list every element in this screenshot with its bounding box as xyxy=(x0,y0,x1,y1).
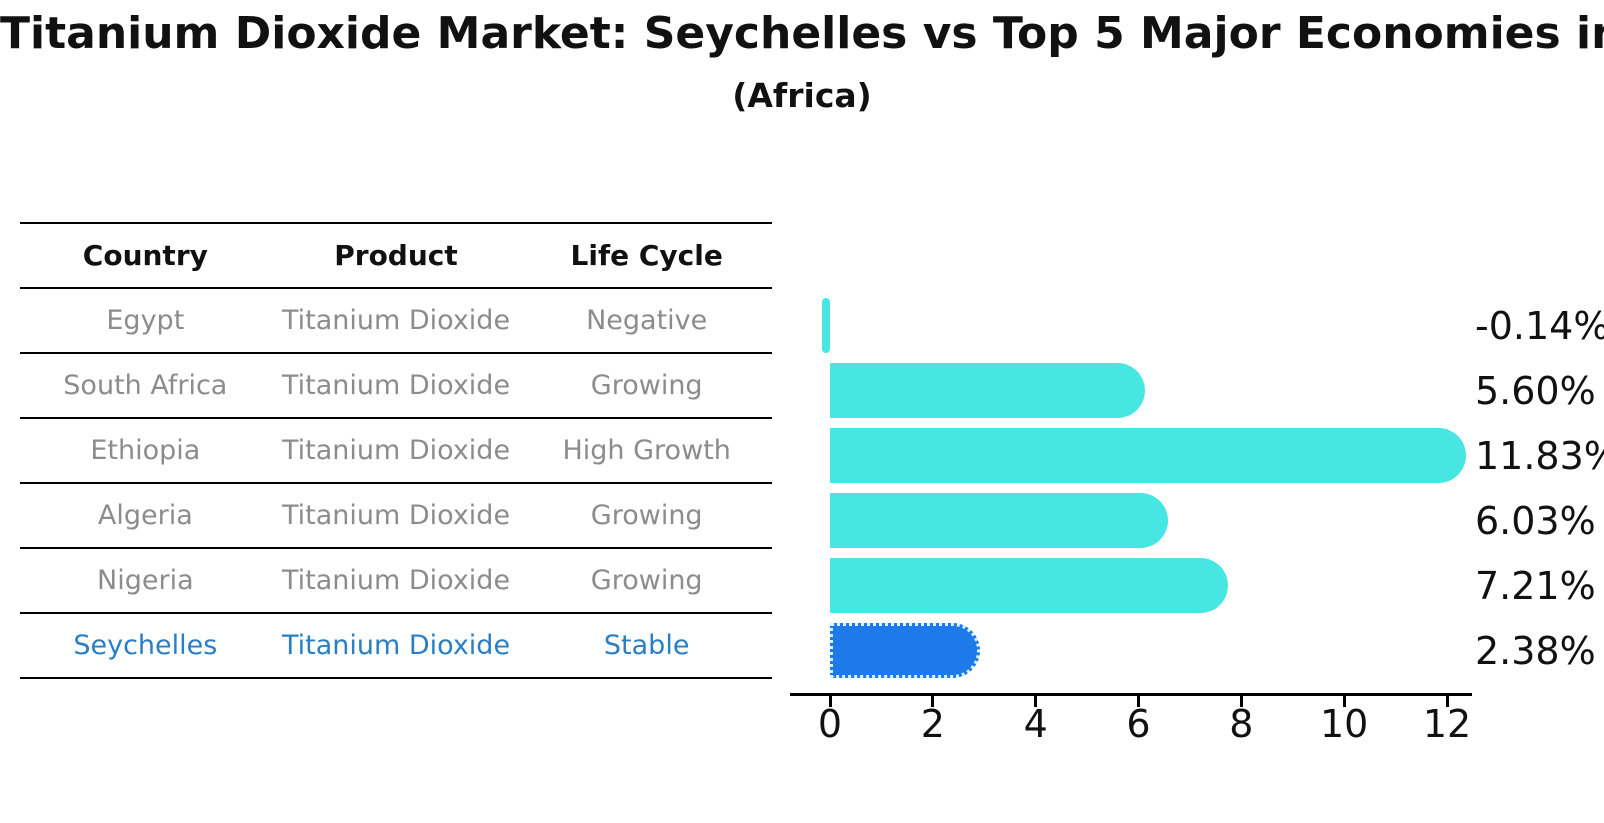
table-header-country: Country xyxy=(82,239,208,272)
cell-country: Nigeria xyxy=(97,565,194,596)
bar-south-africa xyxy=(830,363,1146,418)
value-label-south-africa: 5.60% xyxy=(1475,368,1596,413)
table-row-egypt: Egypt Titanium Dioxide Negative xyxy=(20,289,772,354)
value-label-egypt: -0.14% xyxy=(1475,303,1604,348)
table-row-seychelles: Seychelles Titanium Dioxide Stable xyxy=(20,614,772,679)
x-tick-4 xyxy=(1034,696,1038,707)
value-label-seychelles: 2.38% xyxy=(1475,628,1596,673)
x-tick-label-2: 2 xyxy=(920,702,945,746)
x-tick-label-6: 6 xyxy=(1126,702,1151,746)
cell-product: Titanium Dioxide xyxy=(281,305,511,336)
cell-country: South Africa xyxy=(63,370,228,401)
value-label-algeria: 6.03% xyxy=(1475,498,1596,543)
x-tick-2 xyxy=(931,696,935,707)
x-tick-label-8: 8 xyxy=(1229,702,1254,746)
cell-product: Titanium Dioxide xyxy=(281,630,511,661)
bar-seychelles xyxy=(830,623,980,678)
table-row-ethiopia: Ethiopia Titanium Dioxide High Growth xyxy=(20,419,772,484)
cell-lifecycle: Growing xyxy=(590,370,703,401)
cell-lifecycle: High Growth xyxy=(562,435,731,466)
table-header-lifecycle: Life Cycle xyxy=(570,239,723,272)
x-tick-12 xyxy=(1445,696,1449,707)
x-tick-6 xyxy=(1137,696,1141,707)
cell-country: Egypt xyxy=(106,305,185,336)
x-tick-label-12: 12 xyxy=(1422,702,1472,746)
cell-country: Seychelles xyxy=(73,630,218,661)
cell-country: Algeria xyxy=(97,500,193,531)
comparison-table: Country Product Life Cycle Egypt Titanium… xyxy=(20,222,772,679)
x-tick-10 xyxy=(1342,696,1346,707)
x-tick-0 xyxy=(828,696,832,707)
cell-lifecycle: Growing xyxy=(590,500,703,531)
cell-product: Titanium Dioxide xyxy=(281,435,511,466)
x-tick-label-4: 4 xyxy=(1023,702,1048,746)
page-subtitle: (Africa) xyxy=(732,76,872,115)
page-title: Titanium Dioxide Market: Seychelles vs T… xyxy=(0,8,1604,59)
cell-lifecycle: Stable xyxy=(603,630,690,661)
table-row-algeria: Algeria Titanium Dioxide Growing xyxy=(20,484,772,549)
value-label-nigeria: 7.21% xyxy=(1475,563,1596,608)
x-tick-8 xyxy=(1239,696,1243,707)
cell-lifecycle: Negative xyxy=(586,305,708,336)
table-header-product: Product xyxy=(334,239,458,272)
value-label-ethiopia: 11.83% xyxy=(1475,433,1604,478)
cell-product: Titanium Dioxide xyxy=(281,500,511,531)
x-tick-label-0: 0 xyxy=(817,702,843,746)
cell-lifecycle: Growing xyxy=(590,565,703,596)
bar-algeria xyxy=(830,493,1168,548)
bar-ethiopia xyxy=(830,428,1466,483)
table-body: Egypt Titanium Dioxide Negative South Afric… xyxy=(20,289,772,679)
cell-product: Titanium Dioxide xyxy=(281,565,511,596)
table-row-nigeria: Nigeria Titanium Dioxide Growing xyxy=(20,549,772,614)
table-header-row: Country Product Life Cycle xyxy=(20,224,772,289)
bar-nigeria xyxy=(830,558,1229,613)
table-row-south-africa: South Africa Titanium Dioxide Growing xyxy=(20,354,772,419)
cell-country: Ethiopia xyxy=(90,435,201,466)
x-axis-line xyxy=(790,693,1472,696)
x-tick-label-10: 10 xyxy=(1320,702,1369,746)
bar-egypt xyxy=(821,298,830,353)
cell-product: Titanium Dioxide xyxy=(281,370,511,401)
